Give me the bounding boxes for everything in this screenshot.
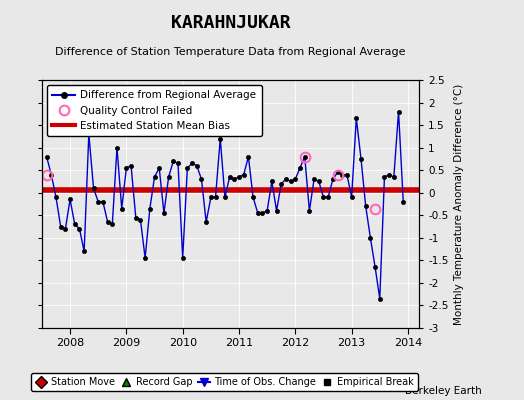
Legend: Difference from Regional Average, Quality Control Failed, Estimated Station Mean: Difference from Regional Average, Qualit…	[47, 85, 261, 136]
Text: Berkeley Earth: Berkeley Earth	[406, 386, 482, 396]
Legend: Station Move, Record Gap, Time of Obs. Change, Empirical Break: Station Move, Record Gap, Time of Obs. C…	[31, 373, 418, 391]
Text: KARAHNJUKAR: KARAHNJUKAR	[171, 14, 290, 32]
Title: Difference of Station Temperature Data from Regional Average: Difference of Station Temperature Data f…	[56, 47, 406, 57]
Y-axis label: Monthly Temperature Anomaly Difference (°C): Monthly Temperature Anomaly Difference (…	[454, 83, 464, 325]
